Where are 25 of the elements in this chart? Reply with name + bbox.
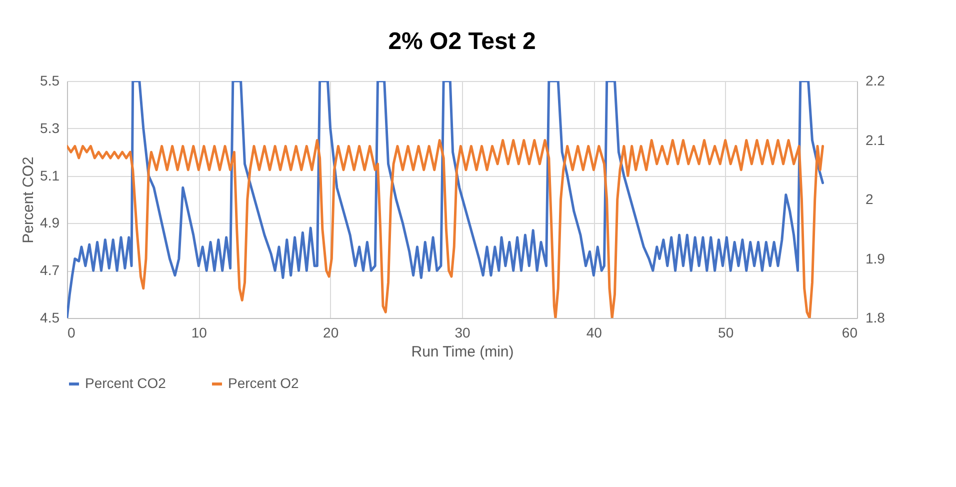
y2-tick-label: 1.8 [866, 310, 886, 326]
x-tick-label: 40 [586, 324, 602, 340]
x-axis-title: Run Time (min) [411, 344, 514, 360]
y-tick-label: 4.9 [40, 214, 60, 231]
chart-title: 2% O2 Test 2 [388, 28, 536, 55]
y-tick-label: 4.5 [40, 310, 60, 326]
legend-label: Percent O2 [228, 375, 300, 391]
y2-tick-label: 2.2 [866, 72, 886, 88]
x-tick-label: 20 [323, 324, 339, 340]
y-axis-title: Percent CO2 [20, 156, 38, 244]
y-tick-label: 4.7 [40, 262, 60, 278]
y2-tick-label: 1.9 [866, 250, 886, 266]
legend-label: Percent CO2 [85, 375, 166, 391]
y-tick-label: 5.1 [40, 167, 60, 184]
line-series [67, 81, 824, 318]
x-tick-label: 30 [454, 324, 470, 340]
y2-tick-label: 2 [866, 191, 874, 207]
y2-tick-label: 2.1 [866, 132, 886, 148]
x-tick-label: 0 [68, 324, 76, 340]
x-tick-label: 10 [191, 324, 208, 340]
x-tick-label: 60 [842, 324, 858, 340]
y-tick-label: 5.3 [40, 120, 60, 136]
x-tick-label: 50 [718, 324, 734, 340]
line-series [67, 139, 824, 318]
y-tick-label: 5.5 [40, 72, 60, 88]
